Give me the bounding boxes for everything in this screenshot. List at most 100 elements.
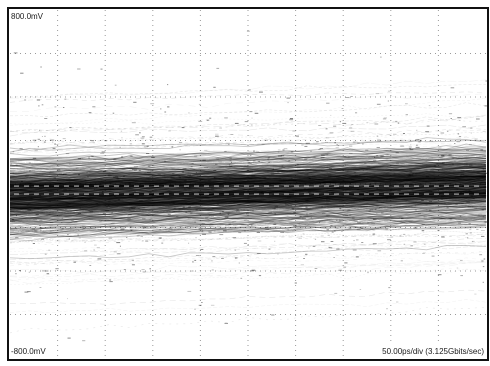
trace-speck: [439, 157, 443, 159]
trace-speck: [356, 239, 359, 241]
trace-speck: [131, 264, 135, 266]
trace-sweep: [9, 178, 487, 187]
trace-speck: [78, 174, 80, 176]
trace-sweep: [9, 164, 487, 184]
trace-speck: [36, 184, 40, 186]
trace-speck: [446, 187, 450, 188]
trace-speck: [137, 214, 140, 216]
trace-speck: [304, 174, 309, 176]
trace-speck: [150, 103, 155, 105]
center-marker-dash: [314, 185, 319, 187]
trace-speck: [303, 258, 305, 259]
trace-speck: [485, 221, 489, 223]
trace-speck: [63, 107, 65, 108]
trace-sweep: [9, 175, 487, 188]
trace-speck: [135, 198, 139, 200]
trace-speck: [93, 249, 95, 251]
trace-speck: [250, 270, 254, 272]
trace-speck: [367, 271, 369, 273]
trace-speck: [133, 166, 138, 168]
trace-sweep: [9, 198, 487, 210]
trace-sweep: [9, 213, 487, 232]
trace-speck: [400, 145, 405, 147]
trace-speck: [182, 206, 185, 208]
trace-speck: [149, 192, 152, 194]
trace-sweep: [9, 161, 487, 184]
trace-speck: [117, 199, 121, 201]
trace-sweep: [9, 149, 487, 168]
trace-speck: [321, 212, 326, 214]
trace-speck: [115, 177, 119, 179]
trace-speck: [430, 191, 433, 192]
trace-speck: [436, 163, 438, 165]
trace-speck: [172, 173, 175, 175]
trace-speck: [374, 175, 378, 177]
trace-speck: [361, 242, 364, 243]
trace-sweep: [9, 164, 487, 177]
trace-speck: [40, 66, 42, 68]
center-marker-dash: [204, 193, 209, 195]
trace-speck: [143, 172, 147, 174]
trace-speck: [208, 215, 211, 217]
trace-sweep: [9, 223, 487, 242]
trace-sweep: [9, 195, 487, 201]
trace-sweep: [9, 244, 487, 260]
trace-sweep: [9, 167, 487, 181]
trace-speck: [26, 167, 28, 169]
trace-sweep: [9, 199, 487, 217]
trace-speck: [237, 204, 241, 206]
trace-speck: [67, 234, 69, 236]
trace-sweep: [9, 192, 487, 215]
trace-speck: [210, 215, 214, 217]
trace-sweep: [9, 209, 487, 223]
trace-speck: [408, 146, 412, 148]
trace-sweep: [9, 173, 487, 185]
trace-speck: [228, 223, 231, 225]
center-marker-dash: [274, 193, 279, 195]
trace-speck: [344, 194, 347, 196]
trace-speck: [344, 214, 349, 216]
trace-sweep: [9, 198, 487, 213]
trace-speck: [132, 207, 137, 208]
trace-sweep: [9, 185, 487, 195]
trace-sweep: [9, 191, 487, 204]
trace-sweep: [9, 209, 487, 216]
trace-speck: [255, 195, 257, 197]
trace-sweep: [9, 196, 487, 206]
trace-speck: [477, 172, 480, 174]
center-marker-dash: [194, 185, 199, 187]
center-marker-dash: [174, 193, 179, 195]
trace-speck: [307, 191, 312, 193]
trace-speck: [309, 213, 312, 215]
trace-speck: [234, 249, 237, 251]
trace-speck: [460, 173, 465, 175]
trace-speck: [45, 270, 49, 272]
trace-speck: [305, 142, 310, 144]
trace-speck: [194, 308, 196, 310]
trace-sweep: [9, 175, 487, 191]
trace-speck: [409, 149, 414, 151]
trace-sweep: [9, 169, 487, 189]
trace-speck: [454, 160, 456, 162]
trace-speck: [455, 203, 458, 205]
trace-speck: [248, 89, 251, 91]
trace-speck: [253, 190, 258, 192]
trace-speck: [54, 186, 56, 188]
trace-speck: [129, 203, 133, 205]
trace-speck: [409, 184, 412, 186]
trace-speck: [244, 219, 247, 221]
trace-sweep: [9, 171, 487, 183]
center-marker-dash: [314, 193, 319, 195]
trace-speck: [79, 157, 84, 159]
trace-speck: [252, 160, 256, 162]
trace-sweep: [9, 177, 487, 187]
trace-speck: [221, 257, 224, 259]
trace-speck: [256, 231, 260, 233]
trace-speck: [142, 271, 146, 273]
trace-sweep: [10, 147, 487, 161]
trace-speck: [476, 118, 480, 120]
trace-sweep: [9, 162, 487, 188]
trace-speck: [344, 118, 346, 119]
center-marker-dash: [474, 193, 479, 195]
trace-speck: [37, 146, 39, 148]
